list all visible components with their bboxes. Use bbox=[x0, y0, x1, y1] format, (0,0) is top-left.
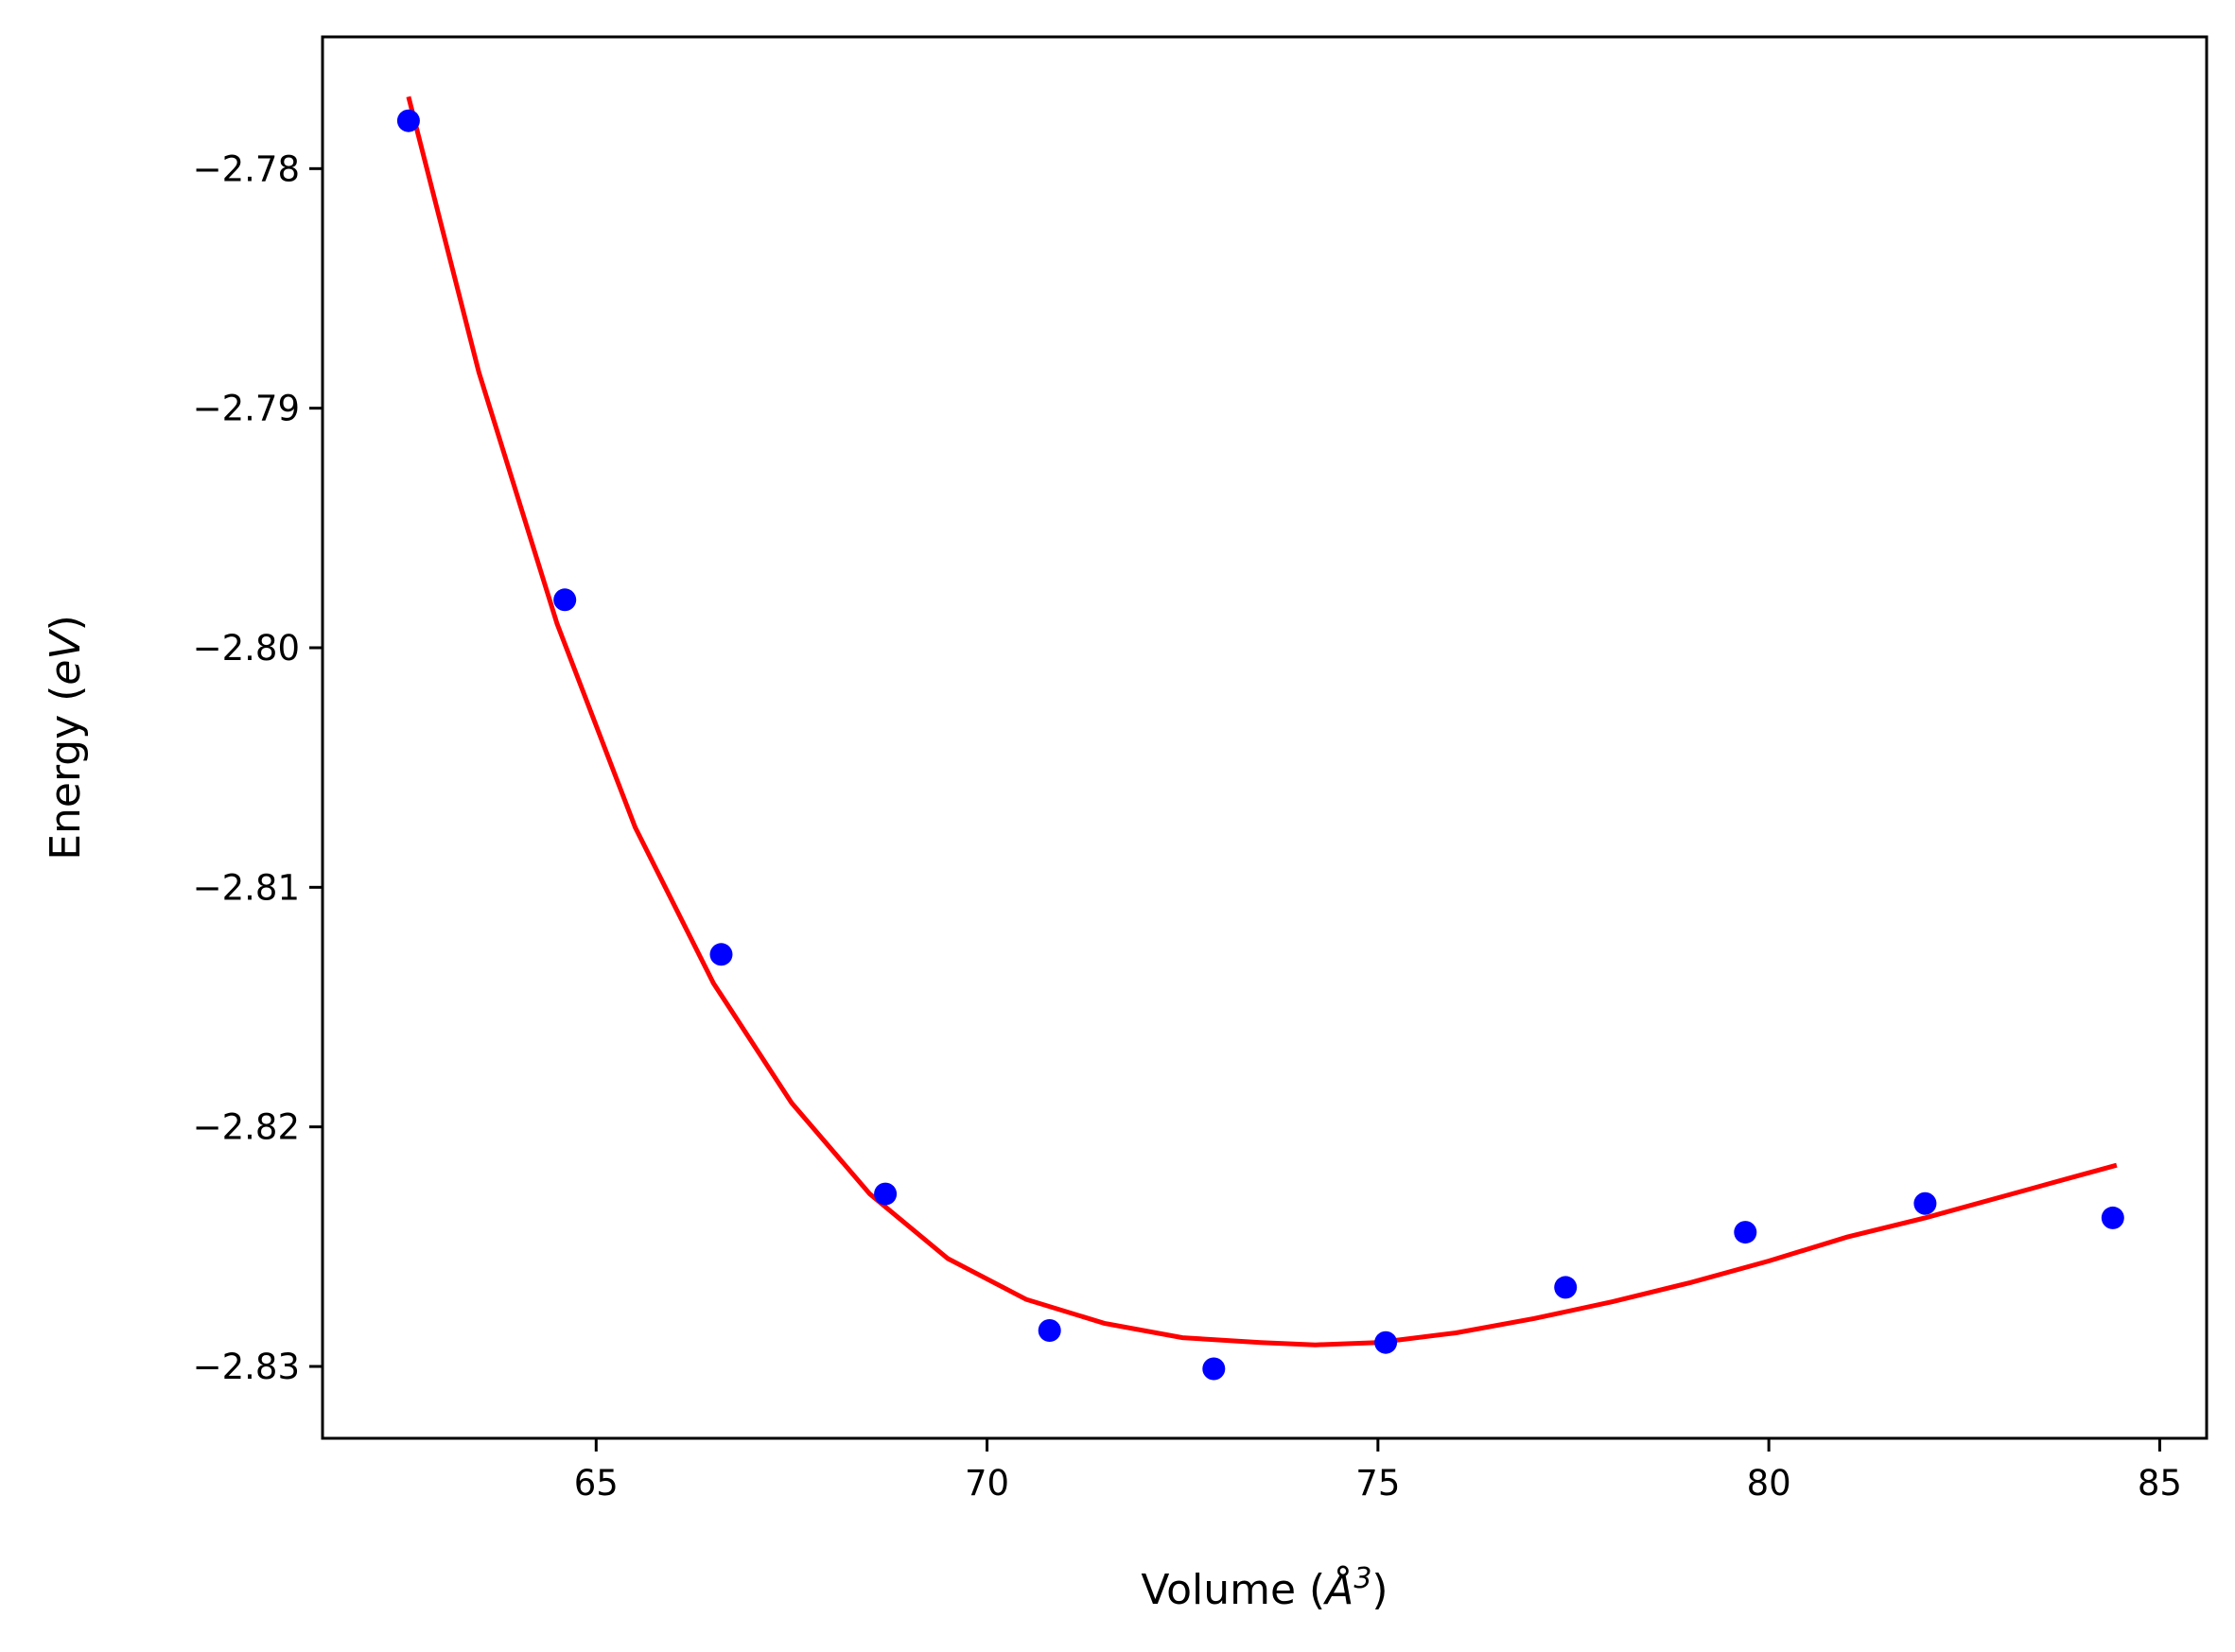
x-tick-label: 65 bbox=[574, 1463, 619, 1504]
x-tick-label: 80 bbox=[1747, 1463, 1791, 1504]
x-tick-label: 70 bbox=[965, 1463, 1009, 1504]
y-tick-label: −2.80 bbox=[193, 628, 300, 669]
data-point bbox=[553, 588, 577, 612]
x-tick-label: 75 bbox=[1355, 1463, 1400, 1504]
plot-content bbox=[396, 96, 2124, 1381]
data-point bbox=[1734, 1221, 1757, 1244]
y-axis: −2.78 −2.79 −2.80 −2.81 −2.82 −2.83 bbox=[193, 148, 323, 1387]
y-tick-label: −2.82 bbox=[193, 1107, 300, 1148]
y-tick-label: −2.81 bbox=[193, 867, 300, 908]
x-axis-exponent: 3 bbox=[1353, 1562, 1371, 1595]
data-point bbox=[2101, 1206, 2124, 1229]
x-axis-unit: Å bbox=[1322, 1564, 1353, 1614]
data-point bbox=[1554, 1276, 1578, 1299]
data-point bbox=[1913, 1191, 1937, 1215]
y-tick-label: −2.78 bbox=[193, 148, 300, 189]
fit-curve bbox=[406, 96, 2118, 1348]
y-axis-label: Energy (eV) bbox=[42, 615, 90, 861]
y-tick-label: −2.79 bbox=[193, 389, 300, 429]
x-axis: 65 70 75 80 85 bbox=[574, 1438, 2182, 1504]
x-tick-label: 85 bbox=[2138, 1463, 2182, 1504]
data-point bbox=[396, 109, 420, 132]
plot-frame bbox=[321, 35, 2209, 1440]
y-axis-unit: eV bbox=[42, 629, 90, 686]
x-axis-label: Volume (Å3) bbox=[1141, 1562, 1388, 1615]
data-point bbox=[1202, 1357, 1226, 1381]
data-point bbox=[709, 943, 733, 966]
data-point bbox=[1374, 1330, 1398, 1354]
data-point bbox=[1038, 1319, 1061, 1342]
data-point bbox=[874, 1182, 898, 1206]
y-tick-label: −2.83 bbox=[193, 1347, 300, 1387]
